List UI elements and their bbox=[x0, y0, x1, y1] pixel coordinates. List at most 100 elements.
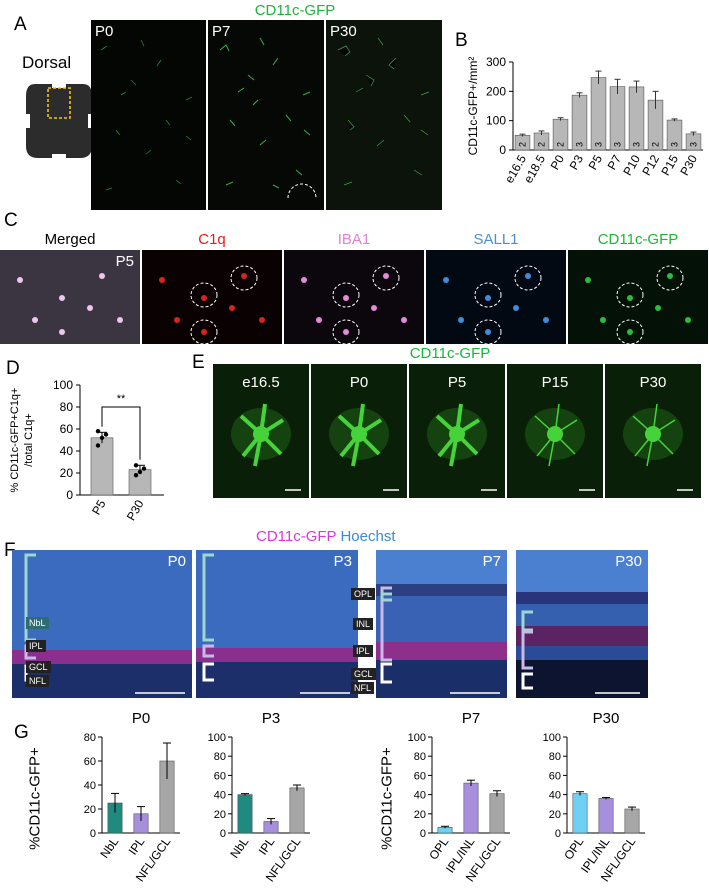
panel-c-cell bbox=[458, 317, 464, 323]
layer-label-gcl-left: GCL bbox=[26, 661, 51, 673]
g-ytick-label: 20 bbox=[214, 809, 226, 821]
g-ytick-label: 80 bbox=[414, 751, 426, 763]
g-ytick-label: 80 bbox=[549, 751, 561, 763]
panel-c-channel-label: CD11c-GFP bbox=[597, 231, 679, 248]
panel-c-age-label: P5 bbox=[115, 253, 134, 270]
panel-d-letter: D bbox=[6, 358, 20, 379]
g-ytick-label: 100 bbox=[543, 732, 561, 744]
b-n-label: 2 bbox=[651, 142, 661, 147]
g-ytick-label: 0 bbox=[555, 828, 561, 840]
panel-c-cell bbox=[99, 273, 105, 279]
panel-c-micrograph bbox=[426, 250, 566, 344]
retina-section-3: P7 bbox=[376, 550, 507, 698]
d-point bbox=[137, 469, 143, 475]
panel-c-highlight-circle bbox=[230, 265, 258, 291]
panel-c-letter: C bbox=[4, 210, 18, 231]
panel-c-cell bbox=[316, 317, 322, 323]
panel-c-cell bbox=[343, 295, 349, 301]
b-ylabel: CD11c-GFP+/mm² bbox=[466, 57, 480, 156]
panel-e-micrograph: P5 bbox=[409, 364, 505, 498]
panel-e-micrograph: P15 bbox=[507, 364, 603, 498]
micrograph-a-1: P0 bbox=[91, 20, 206, 210]
panel-c-cell bbox=[485, 329, 491, 335]
panel-c-cell bbox=[301, 277, 307, 283]
retina-section-1-label: P0 bbox=[167, 553, 186, 570]
g-ytick-label: 100 bbox=[408, 732, 426, 744]
d-point bbox=[133, 473, 139, 478]
panel-e-micrograph: P30 bbox=[605, 364, 701, 498]
b-n-label: 3 bbox=[594, 142, 604, 147]
g-bar bbox=[598, 798, 614, 834]
d-ytick-label: 100 bbox=[53, 378, 73, 392]
panel-c-cell bbox=[117, 317, 123, 323]
panel-f-title: CD11c-GFP Hoechst bbox=[256, 528, 396, 545]
g-chart-title: P0 bbox=[132, 710, 150, 727]
panel-c-cell bbox=[343, 329, 349, 335]
micrograph-a-2-texture bbox=[219, 37, 317, 199]
b-ytick-label: 0 bbox=[499, 143, 506, 157]
panel-c-highlight-circle bbox=[514, 265, 542, 291]
retina-flatmount-diagram bbox=[20, 78, 98, 164]
b-xtick-label: P30 bbox=[677, 152, 700, 178]
panel-c-cell bbox=[513, 305, 519, 311]
panel-e-processes bbox=[632, 403, 676, 467]
panel-c-highlight-circle bbox=[332, 282, 360, 308]
g-bar bbox=[237, 794, 253, 834]
panel-c-cell bbox=[627, 329, 633, 335]
panel-c-micrograph-texture bbox=[159, 265, 265, 344]
b-n-label: 3 bbox=[613, 142, 623, 147]
panel-e-micrograph: e16.5 bbox=[213, 364, 309, 498]
g-ytick-label: 40 bbox=[214, 790, 226, 802]
d-point bbox=[103, 432, 109, 437]
panel-a-title: CD11c-GFP bbox=[254, 2, 336, 19]
panel-c-highlight-circle bbox=[372, 265, 400, 291]
layer-label-ipl-right: IPL bbox=[353, 645, 373, 657]
panel-d-chart: 0 20 40 60 80 100 % CD11c-GFP+C1q+/total C1q+ P… bbox=[9, 378, 164, 523]
panel-e-micrograph-label: P0 bbox=[349, 374, 369, 391]
panel-b-letter: B bbox=[455, 30, 468, 51]
b-bar bbox=[590, 77, 607, 151]
g-xtick-label: NbL bbox=[227, 834, 251, 860]
panel-e-micrograph-texture bbox=[231, 403, 301, 491]
panel-c-cell bbox=[655, 305, 661, 311]
g-ytick-label: 60 bbox=[414, 770, 426, 782]
panel-e-processes bbox=[239, 403, 285, 467]
b-n-label: 2 bbox=[556, 142, 566, 147]
g-ytick-label: 80 bbox=[84, 732, 96, 744]
retina-section-3-label: P7 bbox=[482, 553, 501, 570]
g-ytick-label: 40 bbox=[414, 790, 426, 802]
g-ytick-label: 20 bbox=[549, 809, 561, 821]
panel-e-micrograph-label: P5 bbox=[447, 374, 467, 391]
b-n-label: 2 bbox=[537, 142, 547, 147]
d-xtick-label: P5 bbox=[89, 497, 109, 517]
d-ytick-label: 20 bbox=[60, 466, 74, 480]
b-ytick-label: 200 bbox=[486, 84, 506, 98]
g-ytick-label: 80 bbox=[214, 751, 226, 763]
b-xtick-label: P15 bbox=[658, 152, 681, 178]
panel-c-cell bbox=[383, 273, 389, 279]
g-ytick-label: 0 bbox=[220, 828, 226, 840]
b-xtick-label: P7 bbox=[605, 152, 625, 172]
b-bar bbox=[628, 86, 645, 151]
panel-f-title-hoechst: Hoechst bbox=[340, 528, 396, 545]
panel-e-processes bbox=[534, 403, 578, 467]
panel-c-highlight-circle bbox=[190, 319, 218, 344]
g-chart-title: P3 bbox=[262, 710, 280, 727]
panel-c-cell bbox=[201, 295, 207, 301]
panel-c-cell bbox=[485, 295, 491, 301]
panel-c-cell bbox=[600, 317, 606, 323]
b-ytick-label: 100 bbox=[486, 114, 506, 128]
b-n-label: 2 bbox=[518, 142, 528, 147]
g-bar bbox=[463, 782, 479, 834]
retina-section-2-label: P3 bbox=[333, 553, 352, 570]
micrograph-a-2-label: P7 bbox=[212, 23, 231, 40]
g-xtick-label: IPL bbox=[256, 834, 278, 857]
g-ytick-label: 40 bbox=[84, 780, 96, 792]
g-ytick-label: 20 bbox=[414, 809, 426, 821]
d-point bbox=[141, 466, 147, 471]
panel-e-micrograph-texture bbox=[427, 403, 497, 491]
b-ytick-label: 300 bbox=[486, 55, 506, 69]
panel-c-micrograph-texture bbox=[585, 265, 691, 344]
panel-c-cell bbox=[174, 317, 180, 323]
micrograph-a-2: P7 bbox=[208, 20, 324, 210]
